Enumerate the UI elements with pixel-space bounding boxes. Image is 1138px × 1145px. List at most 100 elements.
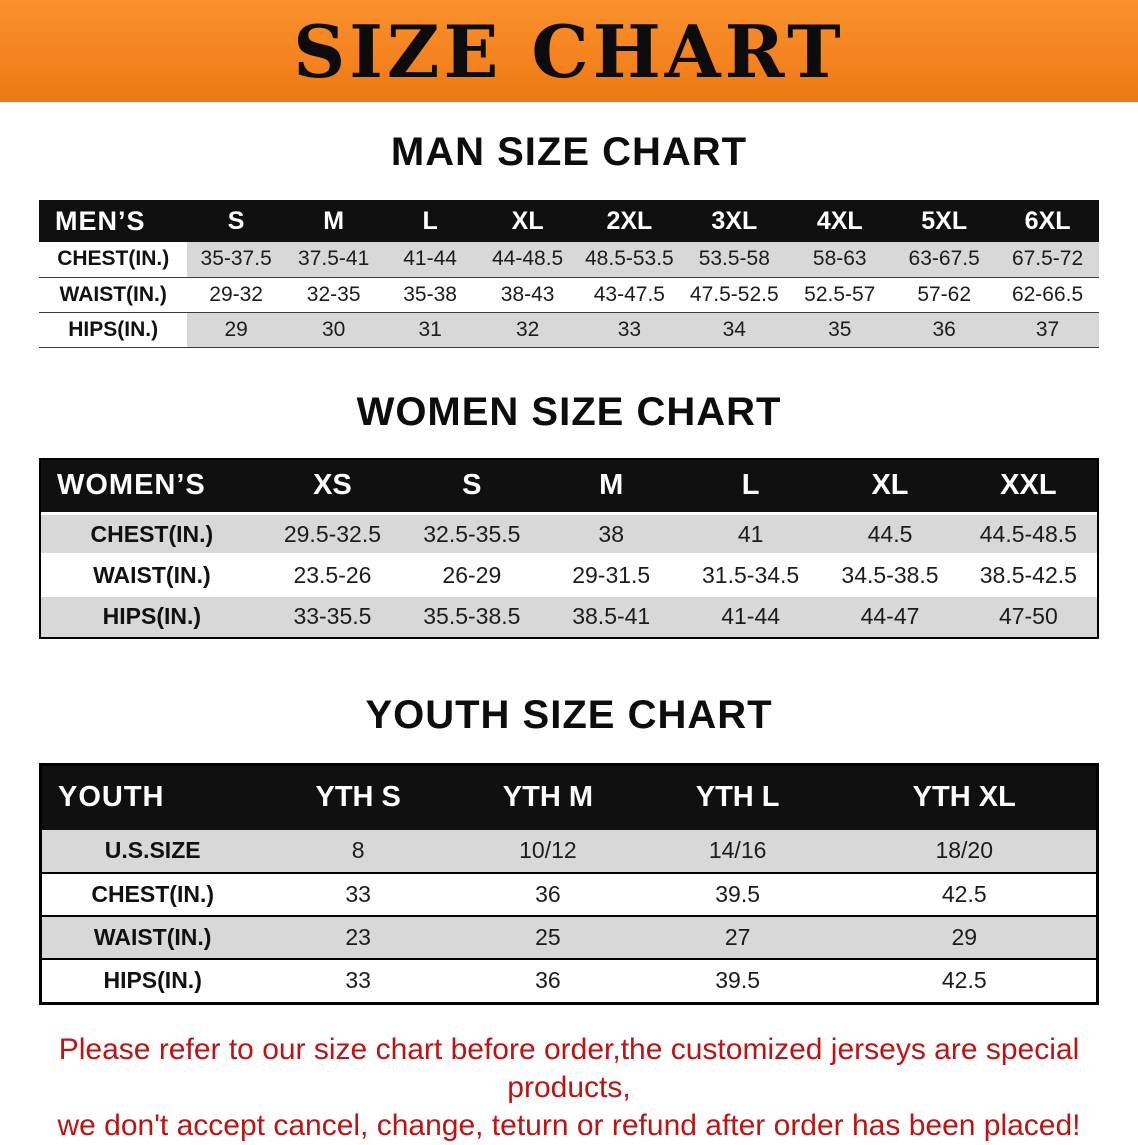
value-cell: 41 [680,513,821,556]
value-cell: 58-63 [787,242,893,278]
value-cell: 32 [477,312,578,348]
value-cell: 27 [642,915,833,960]
size-header-cell: YTH XL [832,765,1096,830]
value-cell: 36 [892,312,997,348]
size-header-cell: XXL [959,459,1097,515]
size-header-cell: 3XL [681,200,788,242]
value-cell: 10/12 [453,829,643,874]
womens-header-row: WOMEN’S XS S M L XL XXL [41,459,1097,515]
mens-header-row: MEN’S S M L XL 2XL 3XL 4XL 5XL 6XL [39,200,1099,242]
value-cell: 35-38 [382,277,478,313]
row-label-cell: HIPS(IN.) [39,312,188,348]
size-header-cell: YTH L [642,765,833,830]
value-cell: 29-31.5 [541,554,681,597]
size-header-cell: M [284,200,383,242]
value-cell: 47.5-52.5 [681,277,788,313]
womens-section-heading: WOMEN SIZE CHART [356,389,782,434]
table-row: WAIST(IN.) 29-32 32-35 35-38 38-43 43-47.5 47.… [39,277,1099,313]
table-row: WAIST(IN.) 23.5-26 26-29 29-31.5 31.5-34.5 34… [41,554,1097,597]
value-cell: 41-44 [382,242,478,278]
value-cell: 26-29 [402,554,542,597]
mens-size-table: MEN’S S M L XL 2XL 3XL 4XL 5XL 6XL CHEST(IN.) 35-3… [39,200,1099,348]
value-cell: 67.5-72 [996,242,1099,278]
size-header-cell: 4XL [787,200,893,242]
value-cell: 29-32 [187,277,285,313]
row-label-cell: WAIST(IN.) [39,277,188,313]
table-row: CHEST(IN.) 33 36 39.5 42.5 [42,872,1096,917]
value-cell: 36 [535,967,561,993]
mens-table-container: MEN’S S M L XL 2XL 3XL 4XL 5XL 6XL CHEST(IN.) 35-3… [39,200,1099,348]
value-cell: 30 [284,312,383,348]
row-label-cell: HIPS(IN.) [103,967,202,993]
value-cell: 37 [996,312,1099,348]
mens-section-heading: MAN SIZE CHART [390,130,748,174]
value-cell: 34 [681,312,788,348]
value-cell: 39.5 [715,967,760,993]
value-cell: 62-66.5 [996,277,1099,313]
value-cell: 43-47.5 [577,277,682,313]
size-chart-banner: SIZE CHART [0,0,1138,102]
value-cell: 18/20 [832,829,1096,874]
value-cell: 63-67.5 [892,242,997,278]
row-label-cell: WAIST(IN.) [41,554,263,597]
size-header-cell: XL [477,200,578,242]
row-label-cell: HIPS(IN.) [41,595,263,637]
value-cell: 38-43 [477,277,578,313]
value-cell: 42.5 [941,967,987,993]
womens-size-table: WOMEN’S XS S M L XL XXL CHEST(IN.) 29.5-32.5 32.… [41,459,1097,637]
table-title-cell: WOMEN’S [41,459,263,515]
mens-section: MAN SIZE CHART MEN’S S M L XL 2XL 3XL 4XL 5XL 6XL… [0,128,1138,348]
size-header-cell: S [402,459,542,515]
page-title: SIZE CHART [293,8,845,94]
value-cell: 33 [345,967,371,993]
size-header-cell: L [680,459,821,515]
value-cell: 53.5-58 [681,242,788,278]
value-cell: 33 [577,312,682,348]
table-row: U.S.SIZE 8 10/12 14/16 18/20 [42,829,1096,874]
row-label-cell: WAIST(IN.) [42,915,264,960]
value-cell: 25 [453,915,643,960]
womens-table-container: WOMEN’S XS S M L XL XXL CHEST(IN.) 29.5-32.5 32.… [39,457,1099,639]
table-row: HIPS(IN.) 33-35.5 35.5-38.5 38.5-41 41-44 44-… [41,595,1097,637]
size-header-cell: XL [820,459,960,515]
youth-size-table: YOUTH YTH S YTH M YTH L YTH XL U.S.SIZE 8 10/1… [42,765,1096,1002]
table-row: HIPS(IN.) 29 30 31 32 33 34 35 36 37 [39,312,1099,348]
value-cell: 31 [382,312,478,348]
table-row: CHEST(IN.) 29.5-32.5 32.5-35.5 38 41 44.5 44.5… [41,513,1097,556]
value-cell: 14/16 [642,829,833,874]
size-header-cell: XS [262,459,403,515]
value-cell: 33 [263,872,454,917]
value-cell: 38 [541,513,681,556]
value-cell: 29.5-32.5 [262,513,403,556]
value-cell: 35-37.5 [187,242,285,278]
value-cell: 47-50 [959,595,1097,637]
table-title-cell: MEN’S [39,200,188,242]
row-label-cell: U.S.SIZE [42,829,264,874]
value-cell: 33-35.5 [262,595,403,637]
value-cell: 44.5 [820,513,960,556]
size-header-cell: 2XL [577,200,682,242]
size-header-cell: 5XL [892,200,997,242]
value-cell: 35.5-38.5 [402,595,542,637]
value-cell: 32-35 [284,277,383,313]
value-cell: 52.5-57 [787,277,893,313]
value-cell: 31.5-34.5 [680,554,821,597]
youth-section: YOUTH SIZE CHART YOUTH YTH S YTH M YTH L YTH… [0,691,1138,1005]
value-cell: 32.5-35.5 [402,513,542,556]
value-cell: 37.5-41 [284,242,383,278]
size-header-cell: S [187,200,285,242]
youth-table-container: YOUTH YTH S YTH M YTH L YTH XL U.S.SIZE 8 10/1… [39,762,1099,1005]
disclaimer-line-1: Please refer to our size chart before or… [58,1032,1080,1104]
value-cell: 48.5-53.5 [577,242,682,278]
value-cell: 35 [787,312,893,348]
value-cell: 29 [187,312,285,348]
row-label-cell: CHEST(IN.) [42,872,264,917]
youth-section-heading: YOUTH SIZE CHART [365,692,773,737]
womens-section: WOMEN SIZE CHART WOMEN’S XS S M L XL XXL CHEST… [0,388,1138,639]
row-label-cell: CHEST(IN.) [39,242,188,278]
value-cell: 42.5 [832,872,1096,917]
value-cell: 39.5 [642,872,833,917]
size-header-cell: YTH M [453,765,643,830]
value-cell: 34.5-38.5 [820,554,960,597]
disclaimer-note: Please refer to our size chart before or… [24,1031,1114,1145]
